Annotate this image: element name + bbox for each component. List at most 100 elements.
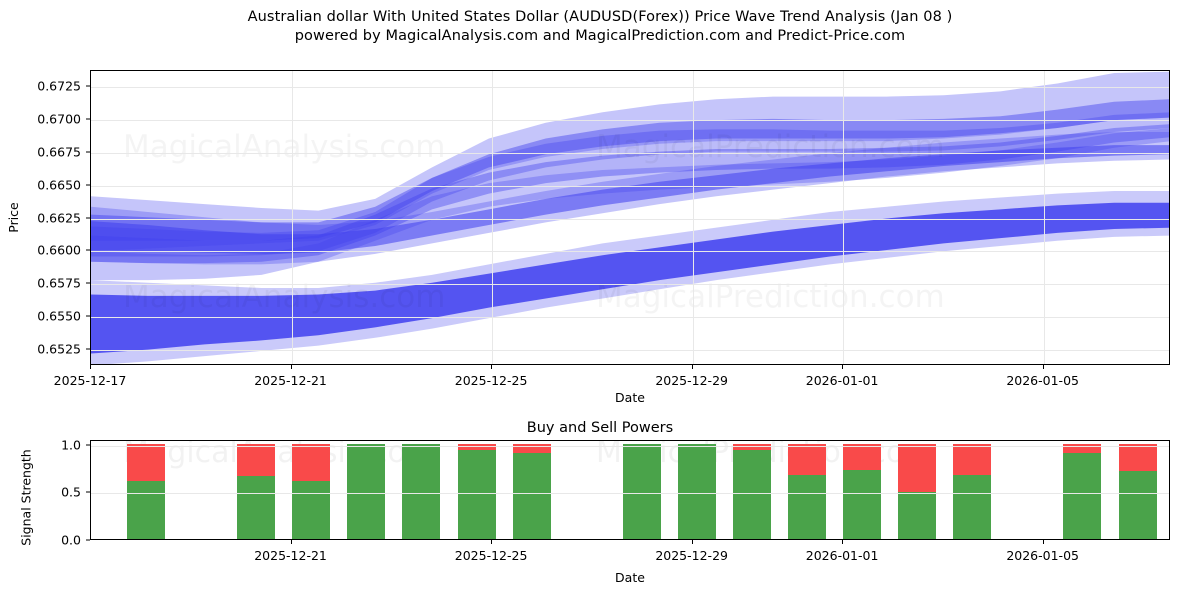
signal-bar-segment [457,443,496,451]
bar-chart-title: Buy and Sell Powers [526,420,674,436]
price-y-tick-mark [86,315,90,317]
signal-bar[interactable] [622,441,661,539]
signal-bar[interactable] [732,441,771,539]
price-vgridline [1043,71,1045,364]
price-wave-band [91,99,1169,241]
signal-bar[interactable] [292,441,331,539]
signal-bar-segment [1118,443,1157,472]
signal-bar-segment [953,475,992,539]
price-x-tick-label: 2026-01-01 [805,373,879,388]
signal-bar-segment [292,443,331,481]
price-x-tick-mark [1042,365,1044,369]
price-gridline [91,316,1169,318]
price-x-tick-mark [290,365,292,369]
signal-bar[interactable] [1063,441,1102,539]
price-x-tick-label: 2025-12-21 [254,373,327,388]
price-x-tick-label: 2026-01-05 [1006,373,1079,388]
signal-bar-segment [512,443,551,454]
price-gridline [91,120,1169,122]
signal-bar[interactable] [457,441,496,539]
price-vgridline [843,71,845,364]
price-gridline [91,251,1169,253]
signal-bar[interactable] [953,441,992,539]
signal-bar-segment [512,453,551,539]
page-subtitle: powered by MagicalAnalysis.com and Magic… [294,28,906,44]
price-y-tick-mark [86,282,90,284]
signal-x-tick-label: 2025-12-25 [454,548,528,563]
signal-y-tick-label: 0.5 [61,484,81,500]
signal-bar-segment [788,475,827,539]
signal-y-tick-label: 1.0 [61,437,81,453]
price-x-tick-mark [691,365,693,369]
price-y-tick-label: 0.6700 [37,111,81,127]
signal-bar-segment [1063,443,1102,454]
signal-bar-segment [788,443,827,476]
signal-bar-segment [457,450,496,539]
price-x-tick-label: 2025-12-25 [454,373,528,388]
signal-bar[interactable] [898,441,937,539]
price-y-tick-label: 0.6525 [37,341,81,357]
price-gridline [91,218,1169,220]
price-gridline [91,284,1169,286]
signal-bar[interactable] [677,441,716,539]
signal-bar-segment [732,443,771,451]
price-gridline [91,152,1169,154]
signal-x-tick-mark [691,540,693,544]
signal-y-tick-label: 0.0 [61,532,81,548]
price-x-tick-mark [842,365,844,369]
signal-y-tick-mark [86,444,90,446]
chart-title-block: Australian dollar With United States Dol… [0,8,1200,46]
signal-bar-segment [237,443,276,477]
signal-x-tick-mark [1042,540,1044,544]
signal-bar-segment [732,450,771,539]
signal-bar[interactable] [1118,441,1157,539]
price-vgridline [291,71,293,364]
buy-sell-powers-plot: MagicalAnalysis.com MagicalPrediction.co… [90,440,1170,540]
price-y-tick-label: 0.6725 [37,78,81,94]
signal-bar[interactable] [843,441,882,539]
signal-x-tick-label: 2025-12-29 [655,548,728,563]
signal-x-tick-label: 2026-01-05 [1006,548,1079,563]
signal-x-tick-mark [491,540,493,544]
signal-bar-segment [843,443,882,471]
signal-y-tick-mark [86,491,90,493]
signal-bar[interactable] [788,441,827,539]
signal-bar-segment [126,443,165,481]
price-y-tick-label: 0.6625 [37,210,81,225]
price-y-tick-label: 0.6575 [37,275,81,291]
signal-bar[interactable] [512,441,551,539]
signal-bar[interactable] [347,441,386,539]
signal-bar-segment [347,443,386,539]
price-y-tick-mark [86,249,90,251]
price-gridline [91,185,1169,187]
price-y-tick-mark [86,184,90,186]
price-x-tick-mark [491,365,493,369]
price-vgridline [692,71,694,364]
price-gridline [91,349,1169,351]
signal-y-tick-mark [86,539,90,541]
price-y-tick-label: 0.6675 [37,144,81,160]
price-y-tick-label: 0.6650 [37,177,81,193]
signal-bar-segment [677,443,716,539]
price-wave-band [91,112,1169,257]
price-y-tick-mark [86,217,90,218]
signal-bar-segment [622,443,661,539]
signal-bar[interactable] [402,441,441,539]
signal-bar[interactable] [126,441,165,539]
signal-gridline [91,445,1169,447]
price-y-axis-label: Price [5,202,21,233]
signal-x-tick-mark [290,540,292,544]
price-y-tick-mark [86,118,90,120]
signal-x-axis-label: Date [615,570,645,585]
price-wave-band [91,202,1169,354]
signal-bar[interactable] [237,441,276,539]
page-title: Australian dollar With United States Dol… [247,9,953,25]
signal-gridline [91,493,1169,495]
signal-bar-segment [898,492,937,539]
price-y-tick-mark [86,151,90,153]
price-vgridline [492,71,494,364]
price-wave-band [91,145,1169,254]
signal-bar-segment [843,470,882,539]
price-wave-plot: MagicalAnalysis.com MagicalPrediction.co… [90,70,1170,365]
